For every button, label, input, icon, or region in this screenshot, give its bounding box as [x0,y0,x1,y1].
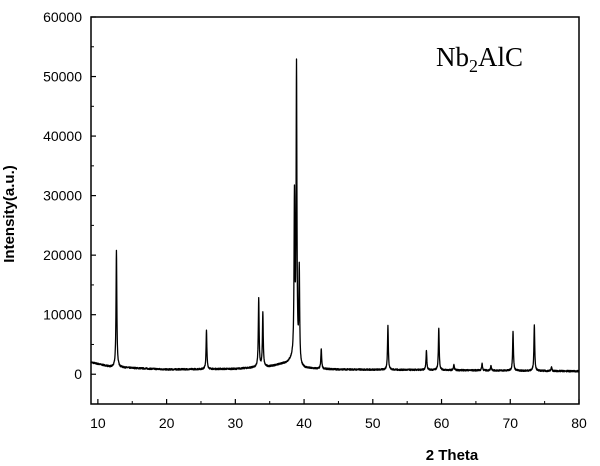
compound-annotation: Nb2AlC [436,42,523,76]
peak-point [533,323,536,326]
peak-point [298,272,301,275]
y-tick-label: 0 [74,366,82,382]
peak-point [295,69,298,72]
x-axis-title: 2 Theta [426,447,479,464]
x-tick-label: 10 [90,415,106,431]
annotation-rest: AlC [478,42,523,72]
peak-point [261,311,264,314]
peak-point [115,249,118,252]
y-tick-label: 40000 [43,128,82,144]
x-tick-label: 30 [228,415,244,431]
y-axis: 0 10000 20000 30000 40000 50000 60000 [43,9,96,405]
x-tick-label: 20 [159,415,175,431]
x-axis: 10 20 30 40 50 60 70 80 [90,399,587,431]
x-tick-label: 40 [296,415,312,431]
plot-frame [90,16,580,405]
y-tick-label: 50000 [43,69,82,85]
y-tick-label: 30000 [43,188,82,204]
plot-area [90,58,580,373]
peak-point [293,200,296,203]
y-tick-label: 20000 [43,247,82,263]
peak-point [481,362,484,365]
peak-point [257,297,260,300]
peak-point [452,363,455,366]
peak-point [437,326,440,329]
xrd-pattern-line [90,58,580,373]
x-tick-label: 80 [571,415,587,431]
x-tick-label: 60 [434,415,450,431]
peak-point [386,325,389,328]
annotation-main: Nb [436,42,469,72]
y-axis-title: Intensity(a.u.) [1,165,18,263]
peak-point [490,364,493,367]
peak-point [320,348,323,351]
y-tick-label: 10000 [43,307,82,323]
annotation-subscript: 2 [469,56,478,76]
peak-point [550,366,553,369]
peak-point [512,330,515,333]
x-tick-label: 70 [502,415,518,431]
peak-point [425,349,428,352]
x-tick-label: 50 [365,415,381,431]
peak-point [205,329,208,332]
y-tick-label: 60000 [43,9,82,25]
